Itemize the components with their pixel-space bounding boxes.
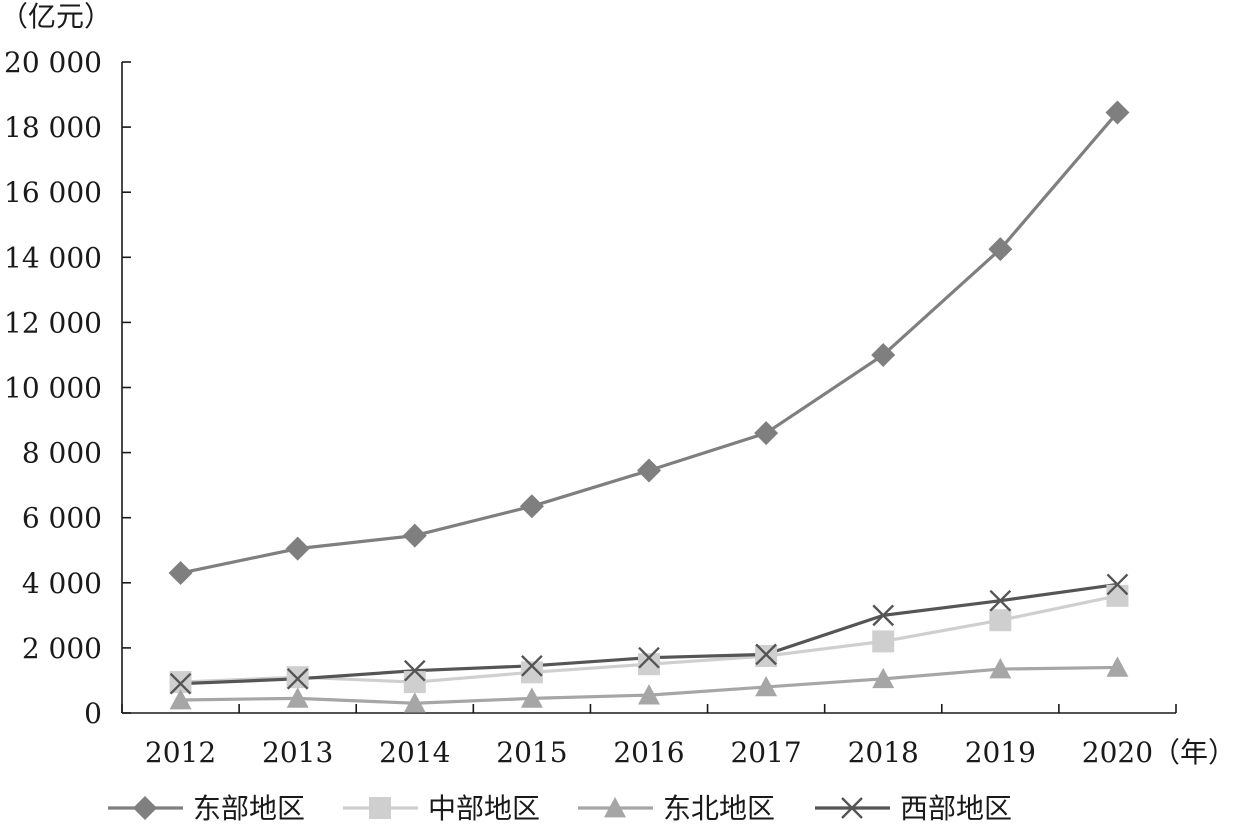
legend-marker [841, 797, 863, 819]
data-point-northeast [520, 687, 543, 708]
x-tick-label: 2012 [145, 736, 216, 769]
data-point-west [403, 659, 426, 682]
data-point-west [872, 604, 895, 627]
series-markers [168, 100, 1130, 713]
data-point-west-stroke [872, 604, 895, 627]
data-point-east [754, 421, 779, 446]
axes: 0 2 000 4 000 6 000 8 000 10 000 12 000 14 000 1… [4, 46, 1177, 769]
data-point-northeast [169, 688, 192, 710]
y-tick-label: 18 000 [4, 111, 102, 144]
data-point-northeast [872, 667, 895, 689]
y-tick-label: 20 000 [4, 46, 102, 79]
x-axis-unit-label: （年） [1152, 736, 1233, 769]
data-point-east [1105, 100, 1130, 125]
y-tick-label: 4 000 [22, 567, 102, 600]
data-point-central [989, 609, 1012, 632]
data-point-northeast [1106, 656, 1129, 677]
legend-item-northeast: 东北地区 [578, 792, 775, 825]
y-tick-label: 10 000 [4, 372, 102, 405]
legend-marker [369, 797, 391, 819]
data-point-central [1106, 584, 1129, 607]
data-point-central [638, 653, 660, 676]
x-tick-label: 2016 [613, 736, 684, 769]
data-point-central [520, 661, 543, 684]
legend-label: 东北地区 [663, 792, 775, 825]
x-tick-label: 2019 [965, 736, 1036, 769]
x-tick-label: 2013 [262, 736, 333, 769]
data-point-northeast [755, 675, 778, 697]
legend-item-west: 西部地区 [815, 792, 1012, 825]
data-point-northeast [638, 684, 660, 705]
data-point-west [286, 667, 309, 690]
data-point-west-stroke [169, 672, 192, 695]
data-point-east [637, 458, 661, 483]
x-tick-label: 2017 [730, 736, 801, 769]
data-point-central [872, 630, 895, 653]
legend-label: 中部地区 [428, 792, 540, 825]
legend-marker [133, 796, 157, 820]
legend-item-central: 中部地区 [343, 792, 540, 825]
legend-marker-stroke [841, 797, 863, 819]
y-tick-label: 12 000 [4, 306, 102, 339]
data-point-west-stroke [286, 667, 309, 690]
x-tick-label: 2015 [496, 736, 567, 769]
data-point-west [638, 646, 660, 669]
data-point-east [988, 237, 1013, 262]
y-tick-label: 8 000 [22, 437, 102, 470]
data-point-west-stroke [521, 654, 543, 677]
data-point-west [169, 672, 192, 695]
data-point-east [168, 561, 193, 586]
y-tick-label: 0 [84, 697, 102, 730]
x-tick-label: 2018 [848, 736, 919, 769]
data-point-east [519, 494, 544, 519]
series-line-east [180, 111, 1119, 575]
legend-label: 西部地区 [900, 792, 1012, 825]
data-point-east [285, 536, 310, 561]
legend-item-east: 东部地区 [108, 792, 305, 825]
data-point-west-stroke [1106, 573, 1129, 596]
y-tick-label: 2 000 [22, 632, 102, 665]
data-point-northeast [286, 687, 309, 708]
y-tick-label: 6 000 [22, 502, 102, 535]
data-point-west [755, 643, 777, 666]
data-point-west-stroke [989, 589, 1012, 612]
y-axis-unit-label: （亿元） [0, 0, 112, 33]
data-point-west [989, 589, 1012, 612]
series-lines [180, 111, 1119, 705]
data-point-central [403, 671, 426, 694]
data-point-west-stroke [403, 659, 426, 682]
data-point-west [1106, 573, 1129, 596]
x-tick-label: 2014 [379, 736, 450, 769]
x-tick-label: 2020 [1082, 736, 1153, 769]
y-tick-label: 14 000 [4, 241, 102, 274]
data-point-northeast [403, 692, 426, 713]
data-point-northeast [989, 658, 1012, 679]
y-tick-label: 16 000 [4, 176, 102, 209]
data-point-east [871, 342, 896, 367]
legend-label: 东部地区 [193, 792, 305, 825]
data-point-east [402, 523, 427, 548]
data-point-west-stroke [638, 646, 660, 669]
legend-marker [604, 797, 626, 818]
data-point-west-stroke [755, 643, 777, 666]
data-point-west [521, 654, 543, 677]
legend: 东部地区 中部地区 东北地区 西部地区 [108, 792, 1012, 825]
